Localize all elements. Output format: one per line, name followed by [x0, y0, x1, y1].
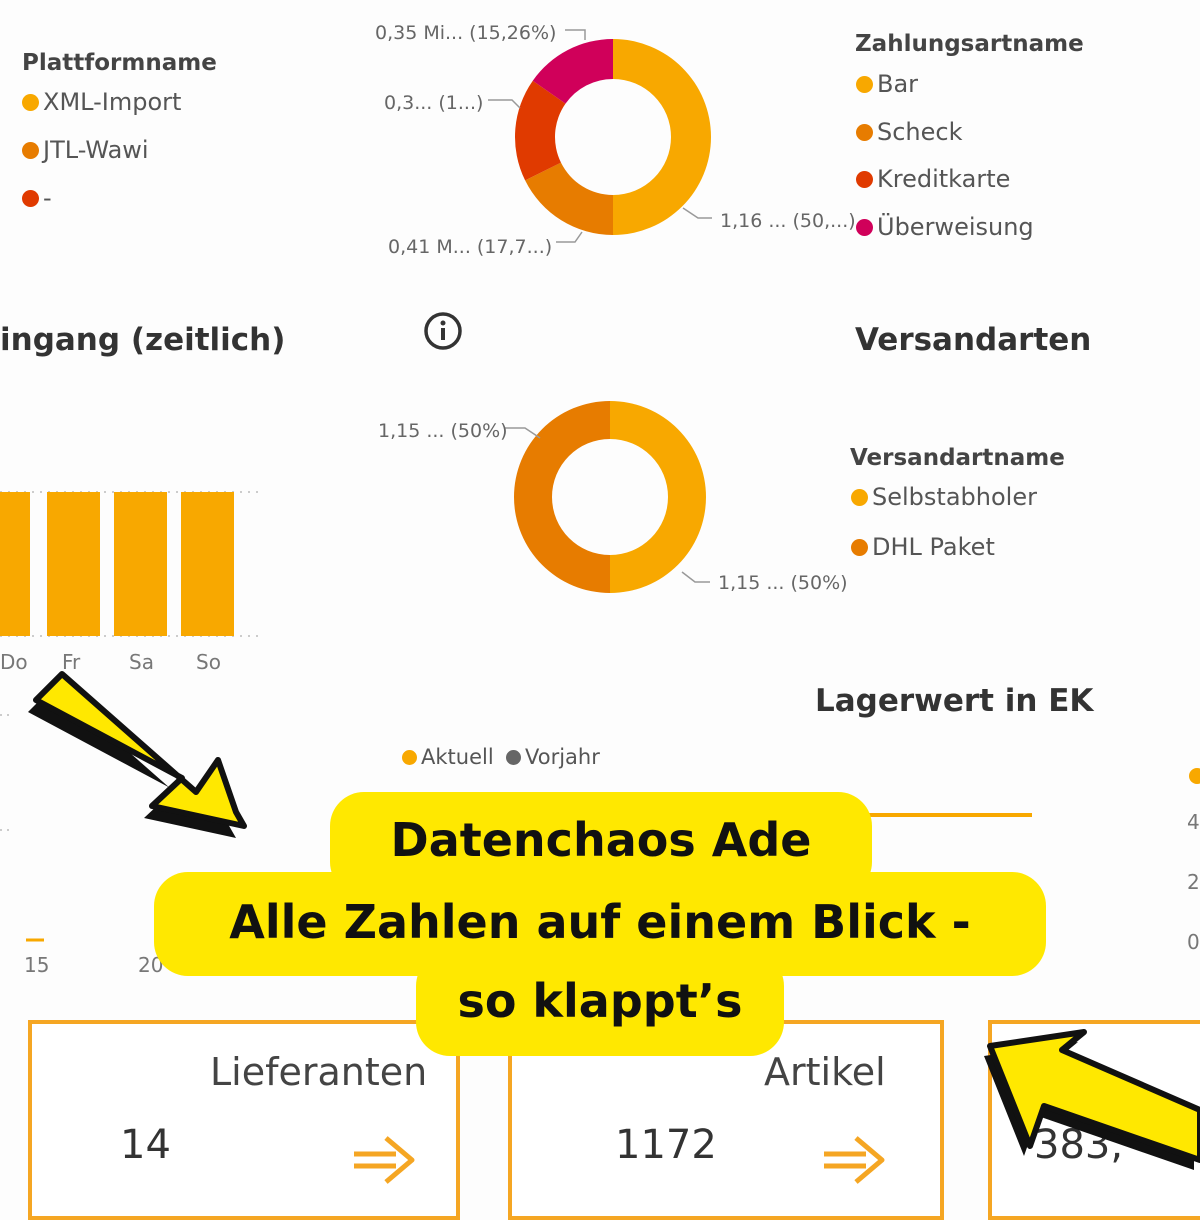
platform-legend-title: Plattformname [22, 50, 217, 76]
shipping-legend-item[interactable]: Selbstabholer [851, 483, 1037, 511]
legend-dot-icon [851, 488, 868, 506]
payment-legend-item[interactable]: Bar [856, 70, 918, 98]
stock-legend-item[interactable]: Vorjahr [506, 745, 600, 769]
legend-dot-icon [856, 170, 873, 188]
shipping-slice-label-selbstabholer: 1,15 ... (50%) [718, 572, 848, 594]
order-x-tick: Sa [129, 650, 154, 674]
donut-slice-kreditkarte[interactable] [515, 80, 566, 181]
payment-legend-item[interactable]: Scheck [856, 118, 963, 146]
order-chart-title: ingang (zeitlich) [0, 322, 286, 358]
legend-dot-icon [851, 538, 868, 556]
order-x-tick: Fr [62, 650, 81, 674]
arrow-down-right-icon [28, 671, 247, 838]
info-icon[interactable] [420, 310, 466, 356]
shipping-slice-label-dhl: 1,15 ... (50%) [378, 420, 508, 442]
right-y-tick: 2 [1187, 870, 1200, 894]
payment-legend-label: Bar [877, 70, 919, 98]
order-bar-chart [0, 491, 262, 637]
stock-chart-title: Lagerwert in EK [815, 683, 1094, 719]
platform-legend-item[interactable]: - [22, 184, 52, 212]
platform-legend-item[interactable]: XML-Import [22, 88, 181, 116]
platform-legend-label: XML-Import [43, 88, 182, 116]
payment-legend-title: Zahlungsartname [855, 31, 1084, 57]
shipping-leader-lines [505, 427, 710, 583]
payment-legend-label: Überweisung [877, 213, 1034, 241]
shipping-legend-label: Selbstabholer [872, 483, 1037, 511]
kpi-card-value: 1172 [615, 1122, 717, 1168]
legend-dot-icon [856, 218, 873, 236]
payment-legend-item[interactable]: Kreditkarte [856, 165, 1010, 193]
legend-dot-icon [22, 93, 39, 111]
legend-dot-icon [856, 75, 873, 93]
payment-slice-label-bar: 1,16 ... (50,...) [720, 210, 856, 232]
donut-slice-bar[interactable] [613, 39, 711, 235]
shipping-legend-label: DHL Paket [872, 533, 995, 561]
stock-legend-item[interactable]: Aktuell [402, 745, 494, 769]
platform-legend-label: - [43, 184, 52, 212]
leader-line [565, 29, 586, 40]
arrow-right-icon[interactable] [820, 1132, 890, 1188]
order-x-tick: So [196, 650, 221, 674]
payment-slice-label-ueberweisung: 0,35 Mi... (15,26%) [375, 22, 557, 44]
payment-slice-label-scheck: 0,41 M... (17,7...) [388, 236, 553, 258]
payment-legend-label: Scheck [877, 118, 963, 146]
shipping-chart-title: Versandarten [855, 322, 1092, 358]
lower-left-chart [0, 714, 44, 942]
banner-line2: Alle Zahlen auf einem Blick - [229, 895, 971, 949]
donut-slice-überweisung[interactable] [532, 39, 613, 104]
banner-line3: so klappt’s [457, 974, 743, 1028]
legend-dot-icon [506, 749, 521, 765]
lower-x-tick: 15 [24, 953, 50, 977]
right-legend-dot-icon [1189, 768, 1200, 784]
leader-line [488, 99, 521, 109]
shipping-legend-item[interactable]: DHL Paket [851, 533, 995, 561]
payment-slice-label-kreditkarte: 0,3... (1...) [384, 92, 484, 114]
donut-slice-selbstabholer[interactable] [610, 401, 706, 593]
arrow-up-left-icon [984, 1029, 1200, 1170]
legend-dot-icon [22, 141, 39, 159]
legend-dot-icon [402, 749, 417, 765]
leader-line [556, 231, 583, 243]
payment-donut-chart [488, 29, 712, 243]
shipping-legend-title: Versandartname [850, 445, 1065, 471]
banner-bubble-line3 [416, 952, 784, 1056]
leader-line [682, 207, 712, 219]
kpi-card-value: 14 [120, 1122, 171, 1168]
payment-legend-label: Kreditkarte [877, 165, 1011, 193]
order-bar-do[interactable] [0, 492, 30, 636]
kpi-card-lieferanten[interactable]: Lieferanten 14 [28, 1020, 460, 1220]
order-bar-so[interactable] [181, 492, 234, 636]
platform-legend-label: JTL-Wawi [43, 136, 149, 164]
arrow-right-icon[interactable] [350, 1132, 420, 1188]
shipping-donut-chart [514, 401, 706, 593]
stock-legend-label: Aktuell [421, 745, 494, 769]
right-y-tick: 4 [1187, 810, 1200, 834]
legend-dot-icon [856, 123, 873, 141]
shipping-slices [514, 401, 706, 593]
order-bar-sa[interactable] [114, 492, 167, 636]
leader-line [505, 427, 541, 439]
right-y-tick: 0 [1187, 930, 1200, 954]
platform-legend-item[interactable]: JTL-Wawi [22, 136, 149, 164]
payment-legend-item[interactable]: Überweisung [856, 213, 1034, 241]
donut-slice-dhl-paket[interactable] [514, 401, 610, 593]
stock-legend-label: Vorjahr [525, 745, 600, 769]
order-bar-fr[interactable] [47, 492, 100, 636]
payment-slices [515, 39, 711, 235]
order-x-tick: Do [0, 650, 28, 674]
donut-slice-scheck[interactable] [525, 162, 613, 235]
banner-line1: Datenchaos Ade [390, 813, 812, 867]
leader-line [681, 571, 710, 583]
kpi-card-title: Lieferanten [210, 1050, 428, 1094]
legend-dot-icon [22, 189, 39, 207]
kpi-card-title: Artikel [764, 1050, 886, 1094]
